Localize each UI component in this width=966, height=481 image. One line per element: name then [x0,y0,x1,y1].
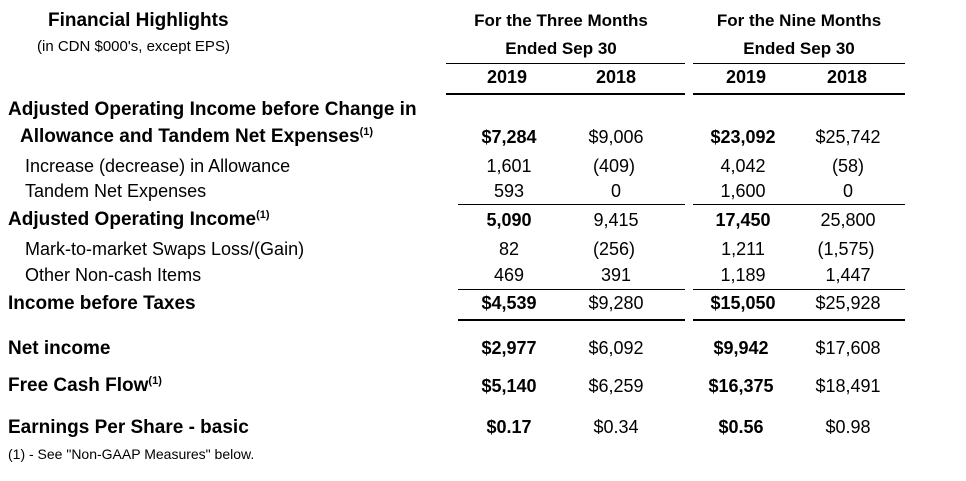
subtotal-rule-three-months [458,204,685,205]
row-label-allowance-tandem: Allowance and Tandem Net Expenses(1) [20,126,374,147]
value-cell: $25,742 [815,127,881,147]
value-cell: 0 [842,181,854,201]
table-subtitle: (in CDN $000's, except EPS) [37,38,230,55]
total-rule-top-three-months [458,289,685,290]
value-cell: 25,800 [820,210,876,230]
footnote-marker: (1) [359,126,374,138]
value-cell: $0.17 [486,417,532,437]
year-header-n-2018: 2018 [826,67,868,87]
table-title: Financial Highlights [48,10,229,31]
footnote-marker: (1) [256,209,270,221]
value-cell: 1,600 [720,181,766,201]
row-label-adjusted-operating-income: Adjusted Operating Income(1) [8,209,270,230]
value-cell: $0.34 [593,417,639,437]
total-rule-bottom-nine-months [693,319,905,321]
total-rule-top-nine-months [693,289,905,290]
header-rule-nine-months [693,63,905,64]
year-header-q-2018: 2018 [595,67,637,87]
value-cell: 82 [498,239,520,259]
row-label-other-non-cash-items: Other Non-cash Items [25,265,202,285]
total-rule-bottom-three-months [458,319,685,321]
value-cell: $16,375 [708,376,774,396]
value-cell: $6,259 [588,376,644,396]
row-label-increase-allowance: Increase (decrease) in Allowance [25,156,291,176]
value-cell: 1,601 [486,156,532,176]
value-cell: $6,092 [588,338,644,358]
value-cell: $0.56 [718,417,764,437]
value-cell: $9,280 [588,293,644,313]
value-cell: $5,140 [481,376,537,396]
value-cell: 0 [610,181,622,201]
value-cell: $15,050 [710,293,776,313]
row-label-adjusted-operating-income-before: Adjusted Operating Income before Change … [8,99,417,120]
value-cell: 1,189 [720,265,766,285]
value-cell: (58) [831,156,865,176]
value-cell: $0.98 [825,417,871,437]
year-header-q-2019: 2019 [486,67,528,87]
value-cell: 9,415 [593,210,639,230]
nine-months-header-line2: Ended Sep 30 [743,39,855,58]
value-cell: $18,491 [815,376,881,396]
value-cell: $9,006 [588,127,644,147]
row-label-tandem-net-expenses: Tandem Net Expenses [25,181,207,201]
year-rule-nine-months [693,93,905,95]
value-cell: $17,608 [815,338,881,358]
footnote: (1) - See "Non-GAAP Measures" below. [8,446,255,462]
year-header-n-2019: 2019 [725,67,767,87]
row-label-free-cash-flow: Free Cash Flow(1) [8,375,162,396]
row-label-earnings-per-share: Earnings Per Share - basic [8,417,249,438]
value-cell: $9,942 [713,338,769,358]
value-cell: 1,447 [825,265,871,285]
subtotal-rule-nine-months [693,204,905,205]
value-cell: $23,092 [710,127,776,147]
row-label-mark-to-market-swaps: Mark-to-market Swaps Loss/(Gain) [25,239,305,259]
three-months-header-line1: For the Three Months [474,11,648,30]
three-months-header-line2: Ended Sep 30 [505,39,617,58]
value-cell: (409) [592,156,636,176]
value-cell: $7,284 [481,127,537,147]
value-cell: $4,539 [481,293,537,313]
value-cell: (256) [592,239,636,259]
row-label-net-income: Net income [8,338,111,359]
value-cell: 17,450 [715,210,771,230]
footnote-marker: (1) [148,375,162,387]
value-cell: (1,575) [817,239,875,259]
value-cell: 1,211 [721,239,765,259]
nine-months-header-line1: For the Nine Months [716,11,882,30]
value-cell: 593 [493,181,525,201]
value-cell: 4,042 [720,156,766,176]
row-label-income-before-taxes: Income before Taxes [8,293,196,314]
value-cell: 5,090 [486,210,532,230]
header-rule-three-months [446,63,685,64]
year-rule-three-months [446,93,685,95]
value-cell: 469 [493,265,525,285]
value-cell: $25,928 [815,293,881,313]
value-cell: 391 [600,265,632,285]
value-cell: $2,977 [481,338,537,358]
